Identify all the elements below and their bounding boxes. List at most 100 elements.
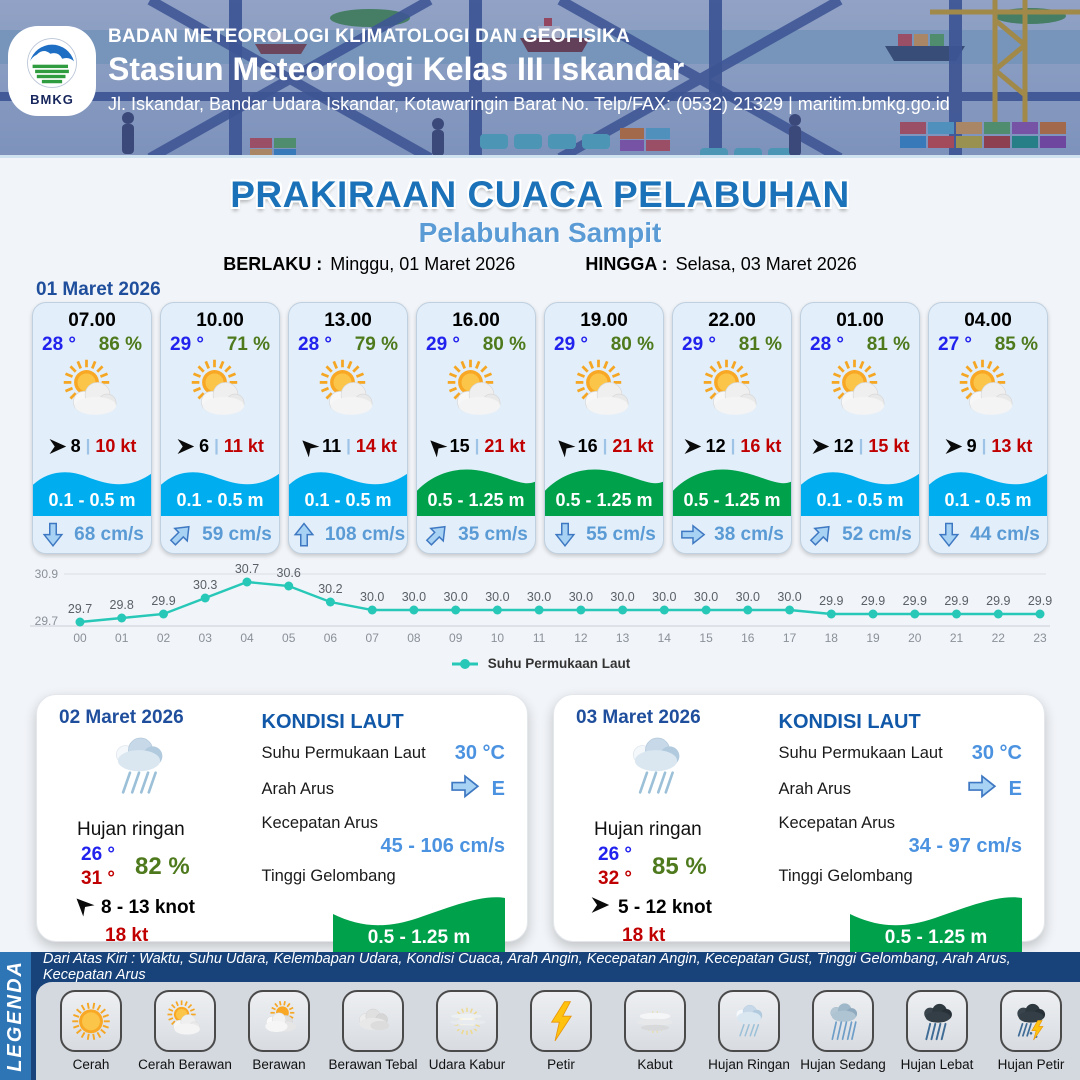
wind-gust: 11 kt bbox=[223, 435, 264, 456]
legend-item-label: Cerah Berawan bbox=[138, 1057, 232, 1072]
wave-height-badge: 0.5 - 1.25 m bbox=[333, 888, 505, 956]
svg-text:30.0: 30.0 bbox=[694, 590, 718, 604]
current-speed: 55 cm/s bbox=[586, 523, 656, 545]
wind-gust: 15 kt bbox=[868, 435, 910, 456]
header-banner: BMKG BADAN METEOROLOGI KLIMATOLOGI DAN G… bbox=[0, 0, 1080, 158]
wave-shape bbox=[850, 896, 1022, 956]
weather-condition-icon bbox=[801, 356, 919, 431]
lightning-icon bbox=[550, 1000, 573, 1041]
legend-series-name: Suhu Permukaan Laut bbox=[487, 656, 631, 671]
day3-weather-summary: 03 Maret 2026 Hujan ringan 26 ° 32 ° 85 … bbox=[554, 695, 775, 946]
current-arrow-right-icon bbox=[681, 524, 706, 546]
wind-speed: 11 bbox=[322, 435, 342, 456]
wind-speed: 9 bbox=[966, 435, 977, 456]
wave-height-value: 0.5 - 1.25 m bbox=[884, 926, 988, 948]
wave-height-band: 0.5 - 1.25 m bbox=[417, 461, 535, 517]
valid-until: HINGGA : Selasa, 03 Maret 2026 bbox=[585, 254, 856, 275]
current-dir-label: Arah Arus bbox=[778, 779, 851, 798]
svg-text:29.9: 29.9 bbox=[903, 594, 927, 608]
svg-text:30.0: 30.0 bbox=[527, 590, 551, 604]
current-speed: 59 cm/s bbox=[202, 523, 272, 545]
svg-text:30.0: 30.0 bbox=[777, 590, 801, 604]
current-arrow-up-icon bbox=[293, 522, 315, 547]
rain-light-icon bbox=[93, 729, 258, 817]
day3-condition: Hujan ringan bbox=[594, 819, 702, 840]
current-arrow-up-right-icon bbox=[809, 525, 830, 546]
day2-temp-max: 31 ° bbox=[81, 867, 116, 889]
svg-text:30.2: 30.2 bbox=[318, 582, 342, 596]
current-arrow-down-icon bbox=[554, 522, 576, 548]
current-row: 68 cm/s bbox=[33, 516, 151, 553]
wind-speed: 6 bbox=[199, 435, 210, 456]
sun-icon bbox=[60, 990, 122, 1052]
day2-wind: 8 - 13 knot bbox=[73, 895, 258, 921]
sst-label: Suhu Permukaan Laut bbox=[261, 744, 426, 762]
svg-text:30.0: 30.0 bbox=[569, 590, 593, 604]
svg-text:20: 20 bbox=[908, 631, 922, 645]
wave-height-value: 0.1 - 0.5 m bbox=[304, 490, 392, 511]
clouds-icon bbox=[342, 990, 404, 1052]
legend-item-label: Petir bbox=[547, 1057, 575, 1072]
svg-text:09: 09 bbox=[449, 631, 463, 645]
current-dir-value: E bbox=[1008, 777, 1022, 800]
legend-item-label: Hujan Petir bbox=[997, 1057, 1065, 1072]
humidity: 80 % bbox=[482, 334, 526, 355]
wind-direction-icon bbox=[49, 438, 66, 454]
current-dir-label: Arah Arus bbox=[261, 779, 334, 798]
sst-line-chart: 30.9 29.7 29.7 29.8 29.9 30.3 30.7 30.6 30.2 30… bbox=[30, 562, 1052, 645]
humidity: 85 % bbox=[994, 334, 1038, 355]
hourly-forecast-row: 07.00 28 ° 86 % 8 | 10 kt 0.1 - 0.5 m 68… bbox=[32, 302, 1048, 554]
humidity: 86 % bbox=[98, 334, 142, 355]
day3-temp-min: 26 ° bbox=[598, 844, 633, 865]
svg-text:29.9: 29.9 bbox=[819, 594, 843, 608]
legend-item-sun-cloud: Cerah Berawan bbox=[138, 990, 232, 1080]
weather-condition-icon bbox=[161, 356, 279, 431]
sun-cloud-icon bbox=[831, 359, 885, 415]
humidity: 81 % bbox=[738, 334, 782, 355]
bmkg-logo-icon bbox=[27, 37, 77, 88]
humidity: 81 % bbox=[866, 334, 910, 355]
legend-title-strip: LEGENDA bbox=[0, 952, 31, 1080]
air-temperature: 29 ° bbox=[682, 334, 717, 355]
svg-text:30.0: 30.0 bbox=[402, 590, 426, 604]
forecast-card-01.00: 01.00 28 ° 81 % 12 | 15 kt 0.1 - 0.5 m 5… bbox=[800, 302, 920, 554]
wind-row: 11 | 14 kt bbox=[289, 431, 407, 461]
weather-condition-icon bbox=[545, 356, 663, 431]
agency-name: BADAN METEOROLOGI KLIMATOLOGI DAN GEOFIS… bbox=[108, 26, 631, 47]
legend-item-label: Hujan Sedang bbox=[800, 1057, 886, 1072]
legend-item-rain-lightning: Hujan Petir bbox=[984, 990, 1078, 1080]
svg-text:29.9: 29.9 bbox=[944, 594, 968, 608]
day3-temps: 26 ° 32 ° 85 % bbox=[598, 843, 775, 891]
current-speed: 52 cm/s bbox=[842, 523, 912, 545]
forecast-card-19.00: 19.00 29 ° 80 % 16 | 21 kt 0.5 - 1.25 m … bbox=[544, 302, 664, 554]
rain-lightning-icon bbox=[1017, 1003, 1046, 1040]
current-speed: 38 cm/s bbox=[714, 523, 784, 545]
svg-text:29.9: 29.9 bbox=[1028, 594, 1052, 608]
svg-text:02: 02 bbox=[157, 631, 171, 645]
wave-shape bbox=[33, 472, 151, 517]
wind-gust: 21 kt bbox=[484, 435, 526, 456]
current-arrow-down-icon bbox=[938, 522, 960, 548]
current-row: 52 cm/s bbox=[801, 516, 919, 553]
sst-value: 30 °C bbox=[454, 742, 505, 764]
current-direction-icon bbox=[450, 774, 480, 805]
current-speed-value: 34 - 97 cm/s bbox=[908, 834, 1022, 857]
air-temperature: 29 ° bbox=[426, 334, 461, 355]
fog-icon bbox=[624, 990, 686, 1052]
svg-text:23: 23 bbox=[1033, 631, 1047, 645]
wind-speed: 15 bbox=[449, 435, 470, 456]
legend-item-fog: Kabut bbox=[608, 990, 702, 1080]
svg-text:03: 03 bbox=[199, 631, 213, 645]
forecast-card-07.00: 07.00 28 ° 86 % 8 | 10 kt 0.1 - 0.5 m 68… bbox=[32, 302, 152, 554]
rain-light-icon bbox=[735, 1004, 763, 1037]
wave-height-band: 0.5 - 1.25 m bbox=[673, 461, 791, 517]
separator: | bbox=[85, 436, 91, 456]
forecast-time: 07.00 bbox=[68, 310, 116, 331]
weather-condition-icon bbox=[289, 356, 407, 431]
svg-text:29.8: 29.8 bbox=[110, 598, 134, 612]
svg-text:10: 10 bbox=[491, 631, 505, 645]
cloud-sun-icon bbox=[265, 1000, 297, 1032]
wave-height-band: 0.1 - 0.5 m bbox=[801, 461, 919, 517]
seats bbox=[480, 134, 796, 155]
legend-icons-row: Cerah Cerah Berawan Berawan Berawan Teba… bbox=[36, 982, 1080, 1080]
